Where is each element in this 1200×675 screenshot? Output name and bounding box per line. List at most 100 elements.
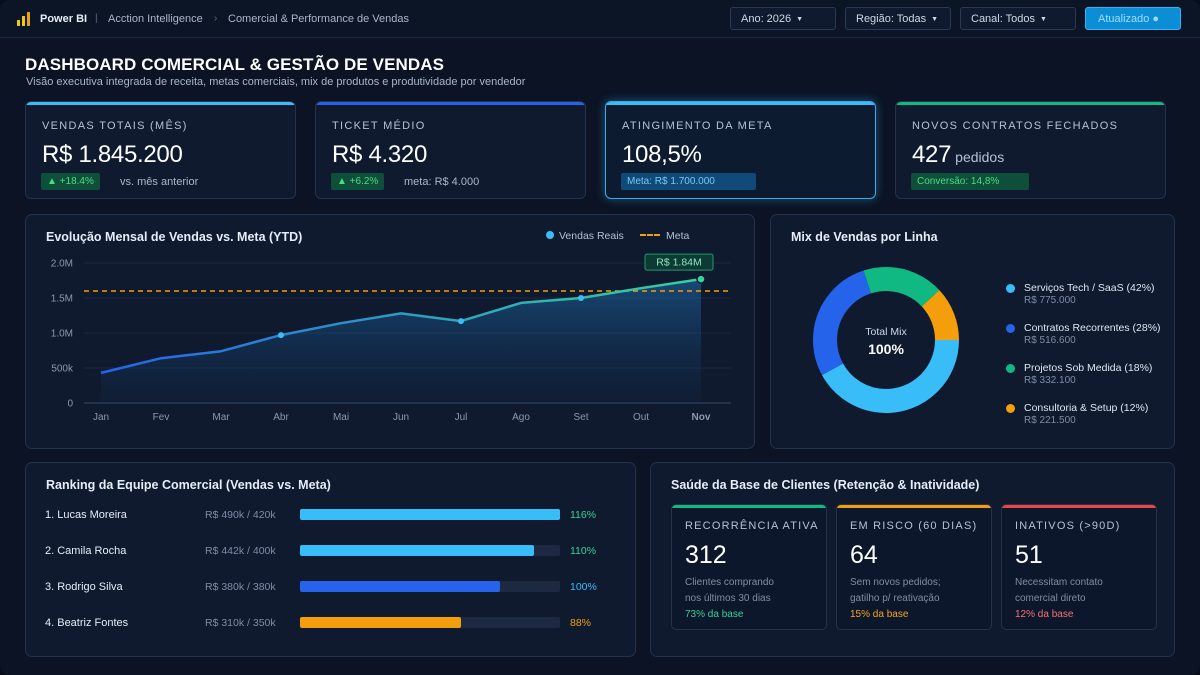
donut-center-label: Total Mix bbox=[865, 326, 907, 338]
y-tick-label: 2.0M bbox=[51, 259, 73, 270]
value-callout: R$ 1.84M bbox=[656, 257, 702, 269]
health-card-description-line: Clientes comprando bbox=[685, 577, 774, 588]
kpi-label: TICKET MÉDIO bbox=[332, 120, 426, 132]
data-point bbox=[578, 295, 584, 301]
sales-team-ranking-panel: Ranking da Equipe Comercial (Vendas vs. … bbox=[25, 462, 636, 657]
breadcrumb-workspace[interactable]: Acction Intelligence bbox=[108, 13, 203, 25]
mix-legend-name: Serviços Tech / SaaS (42%) bbox=[1024, 282, 1155, 294]
donut-center-value: 100% bbox=[868, 341, 904, 357]
year-filter-label: Ano: 2026 bbox=[741, 13, 792, 25]
x-tick-label: Abr bbox=[273, 412, 289, 423]
x-tick-label: Ago bbox=[512, 412, 530, 423]
x-tick-label: Jun bbox=[393, 412, 409, 423]
kpi-value: 108,5% bbox=[622, 141, 702, 168]
channel-filter-dropdown[interactable]: Canal: Todos ▼ bbox=[960, 7, 1076, 30]
kpi-trend-badge: ▲ +6.2% bbox=[331, 173, 385, 190]
seller-sales-vs-target: R$ 310k / 350k bbox=[205, 617, 276, 629]
sales-area-fill bbox=[101, 279, 701, 403]
legend-dot-icon bbox=[1006, 324, 1015, 333]
ranking-row[interactable]: 3. Rodrigo Silva R$ 380k / 380k 100% bbox=[26, 577, 635, 597]
legend-item-sales[interactable]: Vendas Reais bbox=[546, 230, 624, 242]
kpi-conversion-badge: Conversão: 14,8% bbox=[911, 173, 1029, 190]
legend-label: Vendas Reais bbox=[559, 230, 624, 242]
chevron-down-icon: ▼ bbox=[931, 16, 939, 23]
kpi-accent-bar bbox=[606, 102, 875, 105]
health-card-share: 15% da base bbox=[850, 609, 909, 620]
health-card-active[interactable]: RECORRÊNCIA ATIVA 312 Clientes comprando… bbox=[671, 504, 827, 630]
panel-title: Saúde da Base de Clientes (Retenção & In… bbox=[671, 478, 980, 492]
x-tick-label: Set bbox=[573, 412, 588, 423]
health-card-description: Necessitam contato comercial direto bbox=[1015, 575, 1150, 607]
kpi-card-new-contracts[interactable]: NOVOS CONTRATOS FECHADOS 427 pedidos Conv… bbox=[895, 101, 1166, 199]
seller-sales-vs-target: R$ 380k / 380k bbox=[205, 581, 276, 593]
progress-fill bbox=[300, 545, 534, 556]
seller-sales-vs-target: R$ 442k / 400k bbox=[205, 545, 276, 557]
power-bi-logo-icon bbox=[17, 12, 30, 26]
y-tick-label: 0 bbox=[67, 399, 73, 410]
sales-line bbox=[100, 277, 702, 375]
year-filter-dropdown[interactable]: Ano: 2026 ▼ bbox=[730, 7, 836, 30]
mix-legend-name: Projetos Sob Medida (18%) bbox=[1024, 362, 1153, 374]
panel-title: Mix de Vendas por Linha bbox=[791, 230, 938, 244]
kpi-value: R$ 1.845.200 bbox=[42, 141, 183, 168]
kpi-note: meta: R$ 4.000 bbox=[404, 176, 480, 188]
ranking-row[interactable]: 1. Lucas Moreira R$ 490k / 420k 116% bbox=[26, 505, 635, 525]
ranking-row[interactable]: 2. Camila Rocha R$ 442k / 400k 110% bbox=[26, 541, 635, 561]
panel-title: Ranking da Equipe Comercial (Vendas vs. … bbox=[46, 478, 331, 492]
kpi-label: ATINGIMENTO DA META bbox=[622, 120, 773, 132]
sales-mix-donut-chart[interactable] bbox=[806, 260, 966, 420]
progress-fill bbox=[300, 581, 501, 592]
kpi-card-total-sales[interactable]: VENDAS TOTAIS (MÊS) R$ 1.845.200 ▲ +18.4… bbox=[25, 101, 296, 199]
health-card-at-risk[interactable]: EM RISCO (60 DIAS) 64 Sem novos pedidos;… bbox=[836, 504, 992, 630]
card-accent-bar bbox=[1002, 505, 1156, 508]
health-card-number: 51 bbox=[1015, 541, 1043, 569]
mix-legend-value: R$ 516.600 bbox=[1024, 335, 1076, 346]
mix-legend-name: Contratos Recorrentes (28%) bbox=[1024, 322, 1161, 334]
x-tick-label: Jan bbox=[93, 412, 109, 423]
kpi-note: vs. mês anterior bbox=[120, 176, 199, 188]
health-card-label: EM RISCO (60 DIAS) bbox=[850, 520, 978, 532]
kpi-accent-bar bbox=[26, 102, 295, 105]
refresh-status-button[interactable]: Atualizado ● bbox=[1085, 7, 1181, 30]
x-tick-label: Nov bbox=[692, 412, 711, 423]
y-tick-label: 1.0M bbox=[51, 329, 73, 340]
kpi-label: NOVOS CONTRATOS FECHADOS bbox=[912, 120, 1119, 132]
donut-slice[interactable] bbox=[813, 267, 959, 413]
legend-item-target[interactable]: Meta bbox=[640, 230, 689, 242]
breadcrumb-report[interactable]: Comercial & Performance de Vendas bbox=[228, 13, 409, 25]
data-point bbox=[696, 274, 706, 284]
legend-dot-icon bbox=[1006, 364, 1015, 373]
legend-dot-icon bbox=[1006, 404, 1015, 413]
kpi-value: R$ 4.320 bbox=[332, 141, 428, 168]
seller-sales-vs-target: R$ 490k / 420k bbox=[205, 509, 276, 521]
x-tick-label: Jul bbox=[455, 412, 468, 423]
donut-slice[interactable] bbox=[813, 267, 959, 413]
health-card-description: Clientes comprando nos últimos 30 dias bbox=[685, 575, 820, 607]
health-card-description: Sem novos pedidos; gatilho p/ reativação bbox=[850, 575, 985, 607]
health-card-label: INATIVOS (>90D) bbox=[1015, 520, 1121, 532]
kpi-value-number: 427 bbox=[912, 141, 952, 168]
x-tick-label: Fev bbox=[153, 412, 170, 423]
region-filter-dropdown[interactable]: Região: Todas ▼ bbox=[845, 7, 951, 30]
legend-dot-icon bbox=[546, 231, 554, 239]
health-card-description-line: nos últimos 30 dias bbox=[685, 593, 771, 604]
ranking-row[interactable]: 4. Beatriz Fontes R$ 310k / 350k 88% bbox=[26, 613, 635, 633]
kpi-card-target-achievement[interactable]: ATINGIMENTO DA META 108,5% Meta: R$ 1.70… bbox=[605, 101, 876, 199]
donut-slice[interactable] bbox=[813, 267, 959, 413]
kpi-trend-badge: ▲ +18.4% bbox=[41, 173, 100, 190]
top-bar: Power BI | Acction Intelligence › Comerc… bbox=[0, 0, 1200, 38]
x-tick-label: Mar bbox=[212, 412, 230, 423]
progress-track bbox=[300, 581, 560, 592]
channel-filter-label: Canal: Todos bbox=[971, 13, 1036, 25]
mix-legend-value: R$ 775.000 bbox=[1024, 295, 1076, 306]
health-card-share: 12% da base bbox=[1015, 609, 1074, 620]
chevron-down-icon: ▼ bbox=[1040, 16, 1047, 23]
y-tick-label: 500k bbox=[51, 364, 74, 375]
sales-line-chart[interactable]: 0 500k 1.0M 1.5M 2.0M Jan Fev Mar Abr Mai Jun Jul Ag… bbox=[26, 248, 754, 448]
seller-name: 2. Camila Rocha bbox=[45, 545, 127, 557]
breadcrumb-separator: | bbox=[95, 13, 98, 24]
health-card-inactive[interactable]: INATIVOS (>90D) 51 Necessitam contato com… bbox=[1001, 504, 1157, 630]
kpi-card-average-ticket[interactable]: TICKET MÉDIO R$ 4.320 ▲ +6.2% meta: R$ 4… bbox=[315, 101, 586, 199]
region-filter-label: Região: Todas bbox=[856, 13, 927, 25]
card-accent-bar bbox=[837, 505, 991, 508]
